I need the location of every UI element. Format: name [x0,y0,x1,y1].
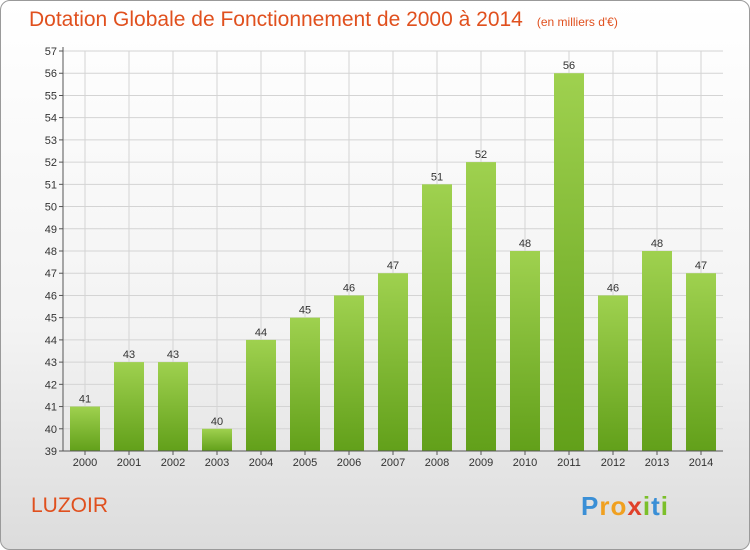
bar-value-label: 48 [651,238,663,250]
bar-value-label: 43 [123,349,135,361]
bar-value-label: 51 [431,171,443,183]
x-tick-label: 2004 [249,457,273,469]
bar [246,339,276,451]
bar [686,273,716,451]
x-tick-label: 2010 [513,457,537,469]
bar [334,295,364,451]
title-block: Dotation Globale de Fonctionnement de 20… [29,8,618,32]
y-tick-label: 57 [45,46,57,58]
y-tick-label: 48 [45,246,57,258]
bar-value-label: 46 [607,282,619,294]
x-tick-label: 2002 [161,457,185,469]
bar [642,251,672,451]
bar-value-label: 56 [563,60,575,72]
y-tick-label: 53 [45,135,57,147]
bar-value-label: 45 [299,305,311,317]
x-tick-label: 2000 [73,457,97,469]
x-tick-label: 2006 [337,457,361,469]
chart-title: Dotation Globale de Fonctionnement de 20… [29,8,523,31]
x-tick-label: 2009 [469,457,493,469]
y-tick-label: 44 [45,335,57,347]
bar-value-label: 43 [167,349,179,361]
y-tick-label: 52 [45,157,57,169]
bar-value-label: 47 [695,260,707,272]
chart-subtitle: (en milliers d'€) [536,15,618,29]
bar-value-label: 44 [255,327,267,339]
logo-letter: o [610,491,628,521]
logo-letter: r [599,491,611,521]
y-tick-label: 47 [45,268,57,280]
proxiti-logo[interactable]: Proxiti [581,491,669,522]
y-tick-label: 50 [45,202,57,214]
logo-letter: i [660,491,669,521]
y-tick-label: 43 [45,357,57,369]
bars: 41 43 43 40 44 45 46 47 51 52 48 56 46 48 47 [70,60,716,452]
y-tick-label: 40 [45,424,57,436]
y-tick-label: 51 [45,179,57,191]
y-tick-label: 39 [45,446,57,458]
x-tick-label: 2013 [645,457,669,469]
x-tick-label: 2011 [557,457,581,469]
y-tick-label: 56 [45,68,57,80]
y-tick-label: 45 [45,313,57,325]
bar-value-label: 41 [79,394,91,406]
x-tick-label: 2005 [293,457,317,469]
bar [70,406,100,451]
bar-value-label: 52 [475,149,487,161]
bar [114,362,144,451]
commune-name: LUZOIR [31,494,109,517]
y-tick-label: 41 [45,402,57,414]
axes: 39 40 41 42 43 44 45 46 47 48 49 50 51 52 53 54 55 56 57 20… [45,46,723,469]
x-tick-label: 2014 [689,457,713,469]
bar [598,295,628,451]
bar-value-label: 48 [519,238,531,250]
bar-value-label: 40 [211,416,223,428]
bar [290,317,320,451]
y-tick-label: 46 [45,290,57,302]
bar [422,184,452,452]
bar [158,362,188,451]
x-tick-label: 2008 [425,457,449,469]
y-tick-label: 54 [45,113,57,125]
bar [202,428,232,451]
x-tick-label: 2012 [601,457,625,469]
bar-value-label: 47 [387,260,399,272]
bar [554,73,584,451]
logo-letter: t [651,491,661,521]
logo-letter: x [627,491,643,521]
x-tick-label: 2001 [117,457,141,469]
x-tick-label: 2003 [205,457,229,469]
bar [378,273,408,451]
y-tick-label: 42 [45,379,57,391]
y-tick-label: 49 [45,224,57,236]
y-tick-label: 55 [45,90,57,102]
logo-letter: P [581,491,600,521]
bar-value-label: 46 [343,282,355,294]
bar [510,251,540,451]
bar [466,162,496,451]
x-tick-label: 2007 [381,457,405,469]
logo-letter: i [642,491,652,521]
